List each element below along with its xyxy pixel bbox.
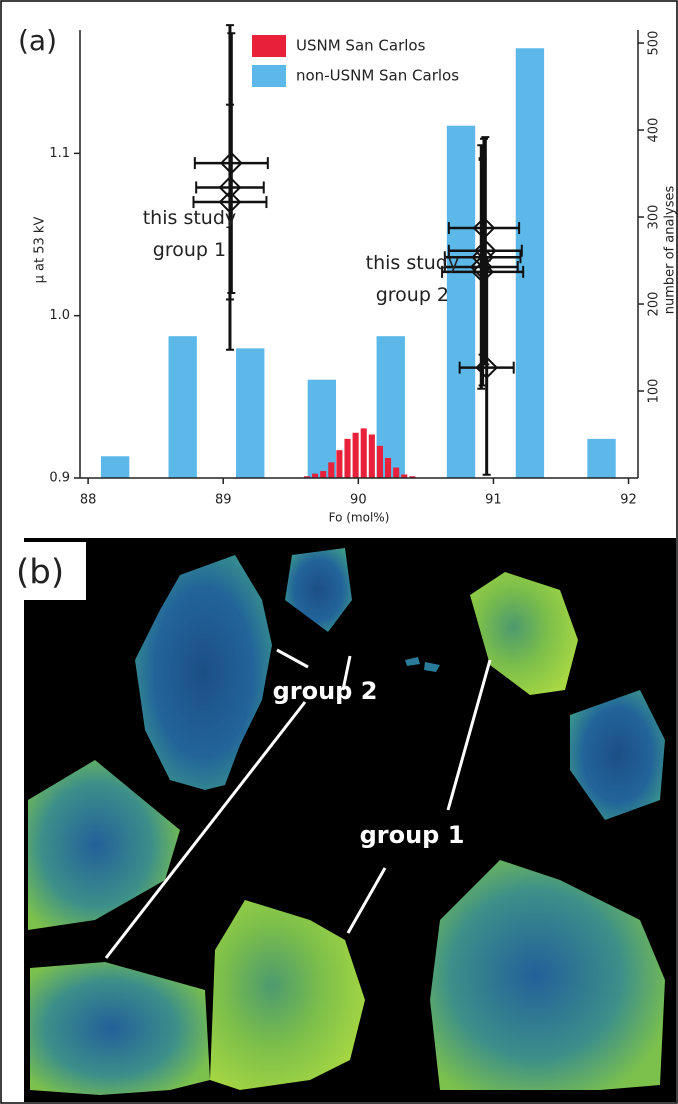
- bar: [385, 458, 391, 478]
- y2-tick-label: 400: [647, 118, 662, 143]
- y-tick-label: 0.9: [49, 471, 70, 486]
- bar: [320, 471, 326, 478]
- panel-label: (a): [18, 24, 57, 57]
- image-label: group 1: [360, 821, 465, 849]
- figure: (a) 88 89 90 91 92 0.9 1.0 1.1 100 200 300 400 500 Fo…: [0, 0, 678, 1104]
- x-tick-label: 90: [350, 493, 367, 508]
- y-tick-label: 1.1: [49, 146, 70, 161]
- x-tick-label: 92: [620, 493, 637, 508]
- bar: [168, 336, 196, 478]
- bar: [353, 433, 359, 478]
- chart-a: 88 89 90 91 92 0.9 1.0 1.1 100 200 300 400 500 Fo (mo…: [33, 25, 678, 524]
- image-label: group 2: [273, 677, 378, 705]
- bar: [344, 439, 350, 478]
- y-axis-label: μ at 53 kV: [33, 217, 48, 284]
- bar: [587, 439, 615, 478]
- bar: [336, 450, 342, 478]
- bar: [236, 348, 264, 478]
- micrograph-b: group 2 group 1 (b): [6, 538, 676, 1102]
- y2-tick-label: 200: [647, 292, 662, 317]
- x-tick-label: 89: [215, 493, 232, 508]
- annotation: this study: [366, 252, 459, 274]
- y2-axis-label: number of analyses: [663, 186, 678, 315]
- annotation: this study: [143, 207, 236, 229]
- figure-canvas: (a) 88 89 90 91 92 0.9 1.0 1.1 100 200 300 400 500 Fo…: [0, 0, 678, 1104]
- bar: [328, 462, 334, 478]
- bar: [377, 446, 383, 478]
- y2-tick-label: 300: [647, 205, 662, 230]
- x-tick-label: 91: [485, 493, 502, 508]
- y-tick-label: 1.0: [49, 308, 70, 323]
- annotation: group 1: [153, 239, 226, 261]
- y2-tick-label: 500: [647, 31, 662, 56]
- bar: [369, 435, 375, 478]
- y2-tick-label: 100: [647, 379, 662, 404]
- legend-label: non-USNM San Carlos: [296, 67, 459, 85]
- bar: [101, 456, 129, 478]
- bar: [393, 468, 399, 478]
- annotation: group 2: [376, 284, 449, 306]
- bar: [361, 428, 367, 478]
- x-tick-label: 88: [80, 493, 97, 508]
- legend-swatch: [252, 35, 286, 57]
- legend-label: USNM San Carlos: [296, 37, 426, 55]
- bar: [447, 126, 475, 478]
- legend-swatch: [252, 65, 286, 87]
- x-axis-label: Fo (mol%): [329, 511, 390, 525]
- panel-label: (b): [16, 553, 64, 593]
